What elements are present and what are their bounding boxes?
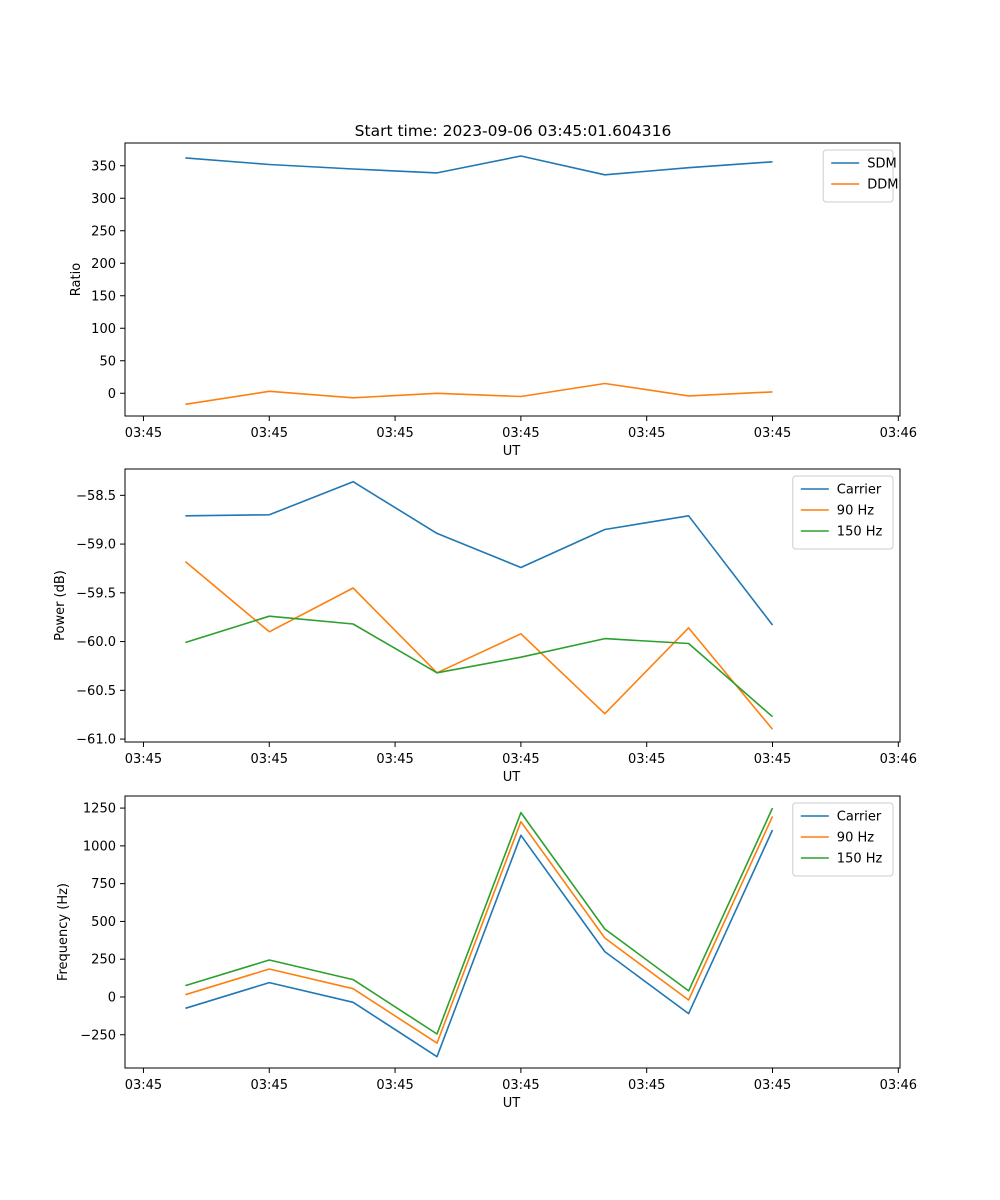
ratio-y-tick-label-2: 250 [91,224,116,239]
frequency-legend-label-90-hz: 90 Hz [837,831,874,846]
frequency-x-tick-label-0: 03:45 [125,1078,162,1093]
power-x-tick-label-6: 03:46 [880,752,917,767]
frequency-legend-label-150-hz: 150 Hz [837,852,883,867]
frequency-y-axis-label: Frequency (Hz) [56,883,71,981]
frequency-legend-label-carrier: Carrier [837,810,882,825]
frequency-x-tick-label-3: 03:45 [502,1078,539,1093]
ratio-x-tick-label-1: 03:45 [251,426,288,441]
ratio-x-tick-label-2: 03:45 [376,426,413,441]
ratio-y-tick-label-7: 0 [108,387,116,402]
frequency-series-line-90-hz [185,816,774,1044]
ratio-series-line-ddm [185,382,773,406]
ratio-y-tick-label-4: 150 [91,289,116,304]
frequency-legend: Carrier 90 Hz 150 Hz [792,802,894,877]
power-legend-label-150-hz: 150 Hz [837,525,883,540]
power-y-tick-label-3: −60.0 [76,635,116,650]
power-y-tick-label-2: −59.5 [76,586,116,601]
frequency-x-tick-label-6: 03:46 [880,1078,917,1093]
ratio-x-tick-label-4: 03:45 [628,426,665,441]
power-y-tick-label-1: −59.0 [76,538,116,553]
frequency-y-tick-label-2: 750 [91,877,116,892]
frequency-x-tick-label-1: 03:45 [251,1078,288,1093]
power-y-tick-label-0: −58.5 [76,489,116,504]
power-x-axis-label: UT [503,770,521,785]
frequency-series-line-carrier [185,829,774,1058]
ratio-y-tick-label-0: 350 [91,159,116,174]
power-axes-frame [124,468,901,743]
power-x-tick-label-4: 03:45 [628,752,665,767]
ratio-legend-label-sdm: SDM [867,157,896,172]
ratio-x-tick-label-5: 03:45 [754,426,791,441]
ratio-x-tick-label-0: 03:45 [125,426,162,441]
power-legend-label-90-hz: 90 Hz [837,504,874,519]
power-x-tick-label-2: 03:45 [376,752,413,767]
ratio-x-axis-label: UT [503,444,521,459]
power-series-line-150-hz [185,615,774,718]
frequency-panel: 03:45 03:45 03:45 03:45 03:45 03:45 03:46 1250 1… [56,795,917,1111]
ratio-legend: SDM DDM [822,149,898,203]
ratio-panel: 03:45 03:45 03:45 03:45 03:45 03:45 03:46 350 30… [69,142,917,459]
power-x-tick-label-5: 03:45 [754,752,791,767]
power-legend-label-carrier: Carrier [837,483,882,498]
frequency-y-tick-label-4: 250 [91,953,116,968]
ratio-legend-label-ddm: DDM [867,178,898,193]
power-x-tick-label-0: 03:45 [125,752,162,767]
ratio-series-line-sdm [185,155,773,176]
frequency-x-tick-label-2: 03:45 [376,1078,413,1093]
frequency-x-axis-label: UT [503,1096,521,1111]
power-panel: 03:45 03:45 03:45 03:45 03:45 03:45 03:46 −58.5… [53,468,917,785]
power-y-tick-label-4: −60.5 [76,684,116,699]
ratio-y-tick-label-1: 300 [91,192,116,207]
ratio-y-tick-label-3: 200 [91,257,116,272]
frequency-y-tick-label-1: 1000 [83,839,116,854]
ratio-x-tick-label-6: 03:46 [880,426,917,441]
power-legend: Carrier 90 Hz 150 Hz [792,475,894,550]
frequency-x-tick-label-5: 03:45 [754,1078,791,1093]
power-y-axis-label: Power (dB) [53,570,68,641]
frequency-x-tick-label-4: 03:45 [628,1078,665,1093]
power-y-tick-label-5: −61.0 [76,733,116,748]
power-x-tick-label-1: 03:45 [251,752,288,767]
frequency-y-tick-label-0: 1250 [83,802,116,817]
ratio-y-tick-label-5: 100 [91,322,116,337]
ratio-y-tick-label-6: 50 [99,354,116,369]
ratio-y-axis-label: Ratio [69,263,84,296]
frequency-axes-frame [124,795,901,1069]
frequency-y-tick-label-5: 0 [108,990,116,1005]
power-x-tick-label-3: 03:45 [502,752,539,767]
frequency-y-tick-label-6: −250 [80,1028,116,1043]
ratio-axes-frame [124,142,901,417]
frequency-y-tick-label-3: 500 [91,915,116,930]
ratio-x-tick-label-3: 03:45 [502,426,539,441]
power-series-line-carrier [185,480,774,626]
frequency-series-line-150-hz [185,807,774,1035]
figure-title: Start time: 2023-09-06 03:45:01.604316 [355,122,672,140]
